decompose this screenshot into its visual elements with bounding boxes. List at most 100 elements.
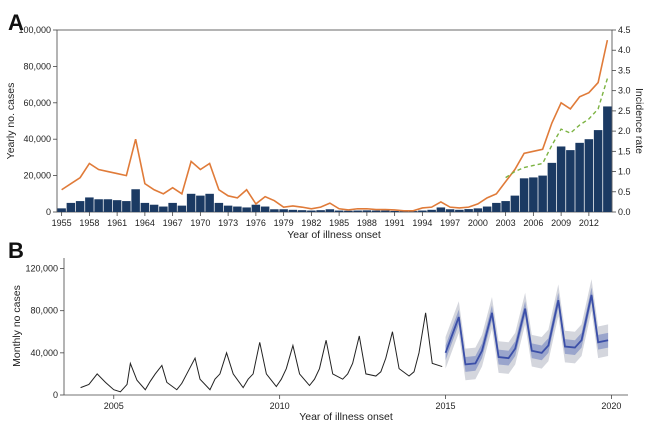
x-tick-label: 1994 [412, 218, 432, 228]
panel-a-label: A [8, 10, 24, 35]
bar-2014 [603, 106, 612, 212]
panel-a-lines [61, 39, 609, 212]
x-tick-label: 2006 [523, 218, 543, 228]
bar-1983 [316, 210, 325, 212]
panel-a-frame [56, 29, 613, 213]
bar-1987 [353, 210, 362, 212]
bar-2002 [492, 202, 501, 212]
forecast-outer-band [445, 279, 609, 381]
y2-tick-label: 2.5 [618, 106, 631, 116]
bar-1969 [186, 193, 196, 212]
y2-tick-label: 4.0 [618, 45, 631, 55]
x-tick-label: 1958 [79, 218, 99, 228]
bar-2006 [529, 177, 538, 212]
x-tick-label: 1991 [385, 218, 405, 228]
bar-1972 [214, 202, 224, 212]
y-tick-label: 80,000 [30, 306, 58, 316]
panel-b-lines [80, 294, 609, 393]
bar-1981 [297, 210, 307, 212]
panel-a: A Yearly no. cases Incidence rate Year o… [5, 10, 645, 241]
y2-tick-label: 2.0 [618, 126, 631, 136]
bar-1986 [344, 210, 353, 212]
bar-1960 [103, 199, 113, 212]
bar-1985 [334, 210, 344, 212]
y-tick-label: 100,000 [18, 25, 51, 35]
x-tick-label: 1964 [135, 218, 155, 228]
bar-1973 [223, 205, 233, 212]
y-tick-label: 20,000 [23, 171, 51, 181]
bar-2012 [584, 139, 594, 212]
bar-1991 [390, 210, 399, 212]
bar-1955 [57, 208, 66, 212]
x-tick-label: 2020 [601, 401, 621, 411]
y2-tick-label: 4.5 [618, 25, 631, 35]
x-tick-label: 1988 [357, 218, 377, 228]
y-tick-label: 120,000 [25, 264, 58, 274]
panel-a-bars [57, 106, 612, 212]
y-tick-label: 40,000 [23, 134, 51, 144]
bar-2000 [473, 208, 483, 212]
x-tick-label: 2003 [496, 218, 516, 228]
bar-2013 [593, 130, 603, 212]
bar-1995 [427, 209, 436, 212]
bar-1997 [445, 209, 455, 212]
x-tick-label: 1979 [274, 218, 294, 228]
bar-2001 [482, 206, 492, 212]
bar-1976 [251, 204, 261, 212]
y-tick-label: 40,000 [30, 348, 58, 358]
y2-tick-label: 0.0 [618, 207, 631, 217]
bar-1962 [122, 201, 131, 212]
bar-1998 [455, 209, 464, 212]
x-tick-label: 2000 [468, 218, 488, 228]
bar-1982 [307, 210, 316, 212]
panel-a-ticks: 0 20,000 40,000 60,000 80,000 100,000 0.0 0.5 1.… [18, 25, 630, 228]
bar-1961 [112, 200, 122, 212]
bar-1956 [66, 202, 76, 212]
x-tick-label: 1961 [107, 218, 127, 228]
bar-2004 [510, 195, 520, 212]
bar-1964 [140, 202, 150, 212]
bar-1994 [418, 210, 427, 212]
x-tick-label: 1970 [190, 218, 210, 228]
bar-1984 [325, 209, 335, 212]
bar-2011 [575, 142, 584, 212]
y2-tick-label: 1.0 [618, 167, 631, 177]
y-tick-label: 80,000 [23, 61, 51, 71]
y-tick-label: 0 [46, 207, 51, 217]
panel-b-ticks: 0 40,000 80,000 120,000 2005 2010 2015 2020 [25, 264, 621, 411]
bar-1967 [168, 202, 177, 212]
x-tick-label: 1997 [440, 218, 460, 228]
bar-1988 [362, 210, 372, 212]
x-tick-label: 2015 [436, 401, 456, 411]
x-tick-label: 1967 [163, 218, 183, 228]
bar-1970 [196, 195, 205, 212]
x-tick-label: 2010 [270, 401, 290, 411]
y2-tick-label: 0.5 [618, 187, 631, 197]
panel-b-label: B [8, 238, 24, 263]
panel-a-y2-label: Incidence rate [633, 88, 645, 154]
bar-1966 [159, 206, 168, 212]
x-tick-label: 1982 [301, 218, 321, 228]
bar-1980 [288, 209, 298, 212]
bar-2005 [519, 178, 529, 212]
x-tick-label: 1973 [218, 218, 238, 228]
y-tick-label: 60,000 [23, 98, 51, 108]
panel-b-y-label: Monthly no cases [11, 285, 23, 367]
x-tick-label: 2005 [104, 401, 124, 411]
panel-a-x-label: Year of illness onset [287, 229, 381, 241]
x-tick-label: 1985 [329, 218, 349, 228]
bar-1977 [260, 206, 270, 212]
forecast-line [444, 294, 609, 366]
panel-b-bands [445, 279, 609, 381]
bar-1999 [464, 209, 473, 212]
bar-1990 [381, 210, 390, 212]
bar-1963 [131, 189, 140, 212]
y2-tick-label: 3.5 [618, 65, 631, 75]
bar-1971 [205, 193, 214, 212]
bar-1958 [85, 197, 94, 212]
incidence-rate-dashed-line [505, 78, 609, 179]
bar-1975 [242, 207, 251, 212]
bar-1996 [436, 207, 446, 212]
bar-2009 [556, 146, 566, 212]
